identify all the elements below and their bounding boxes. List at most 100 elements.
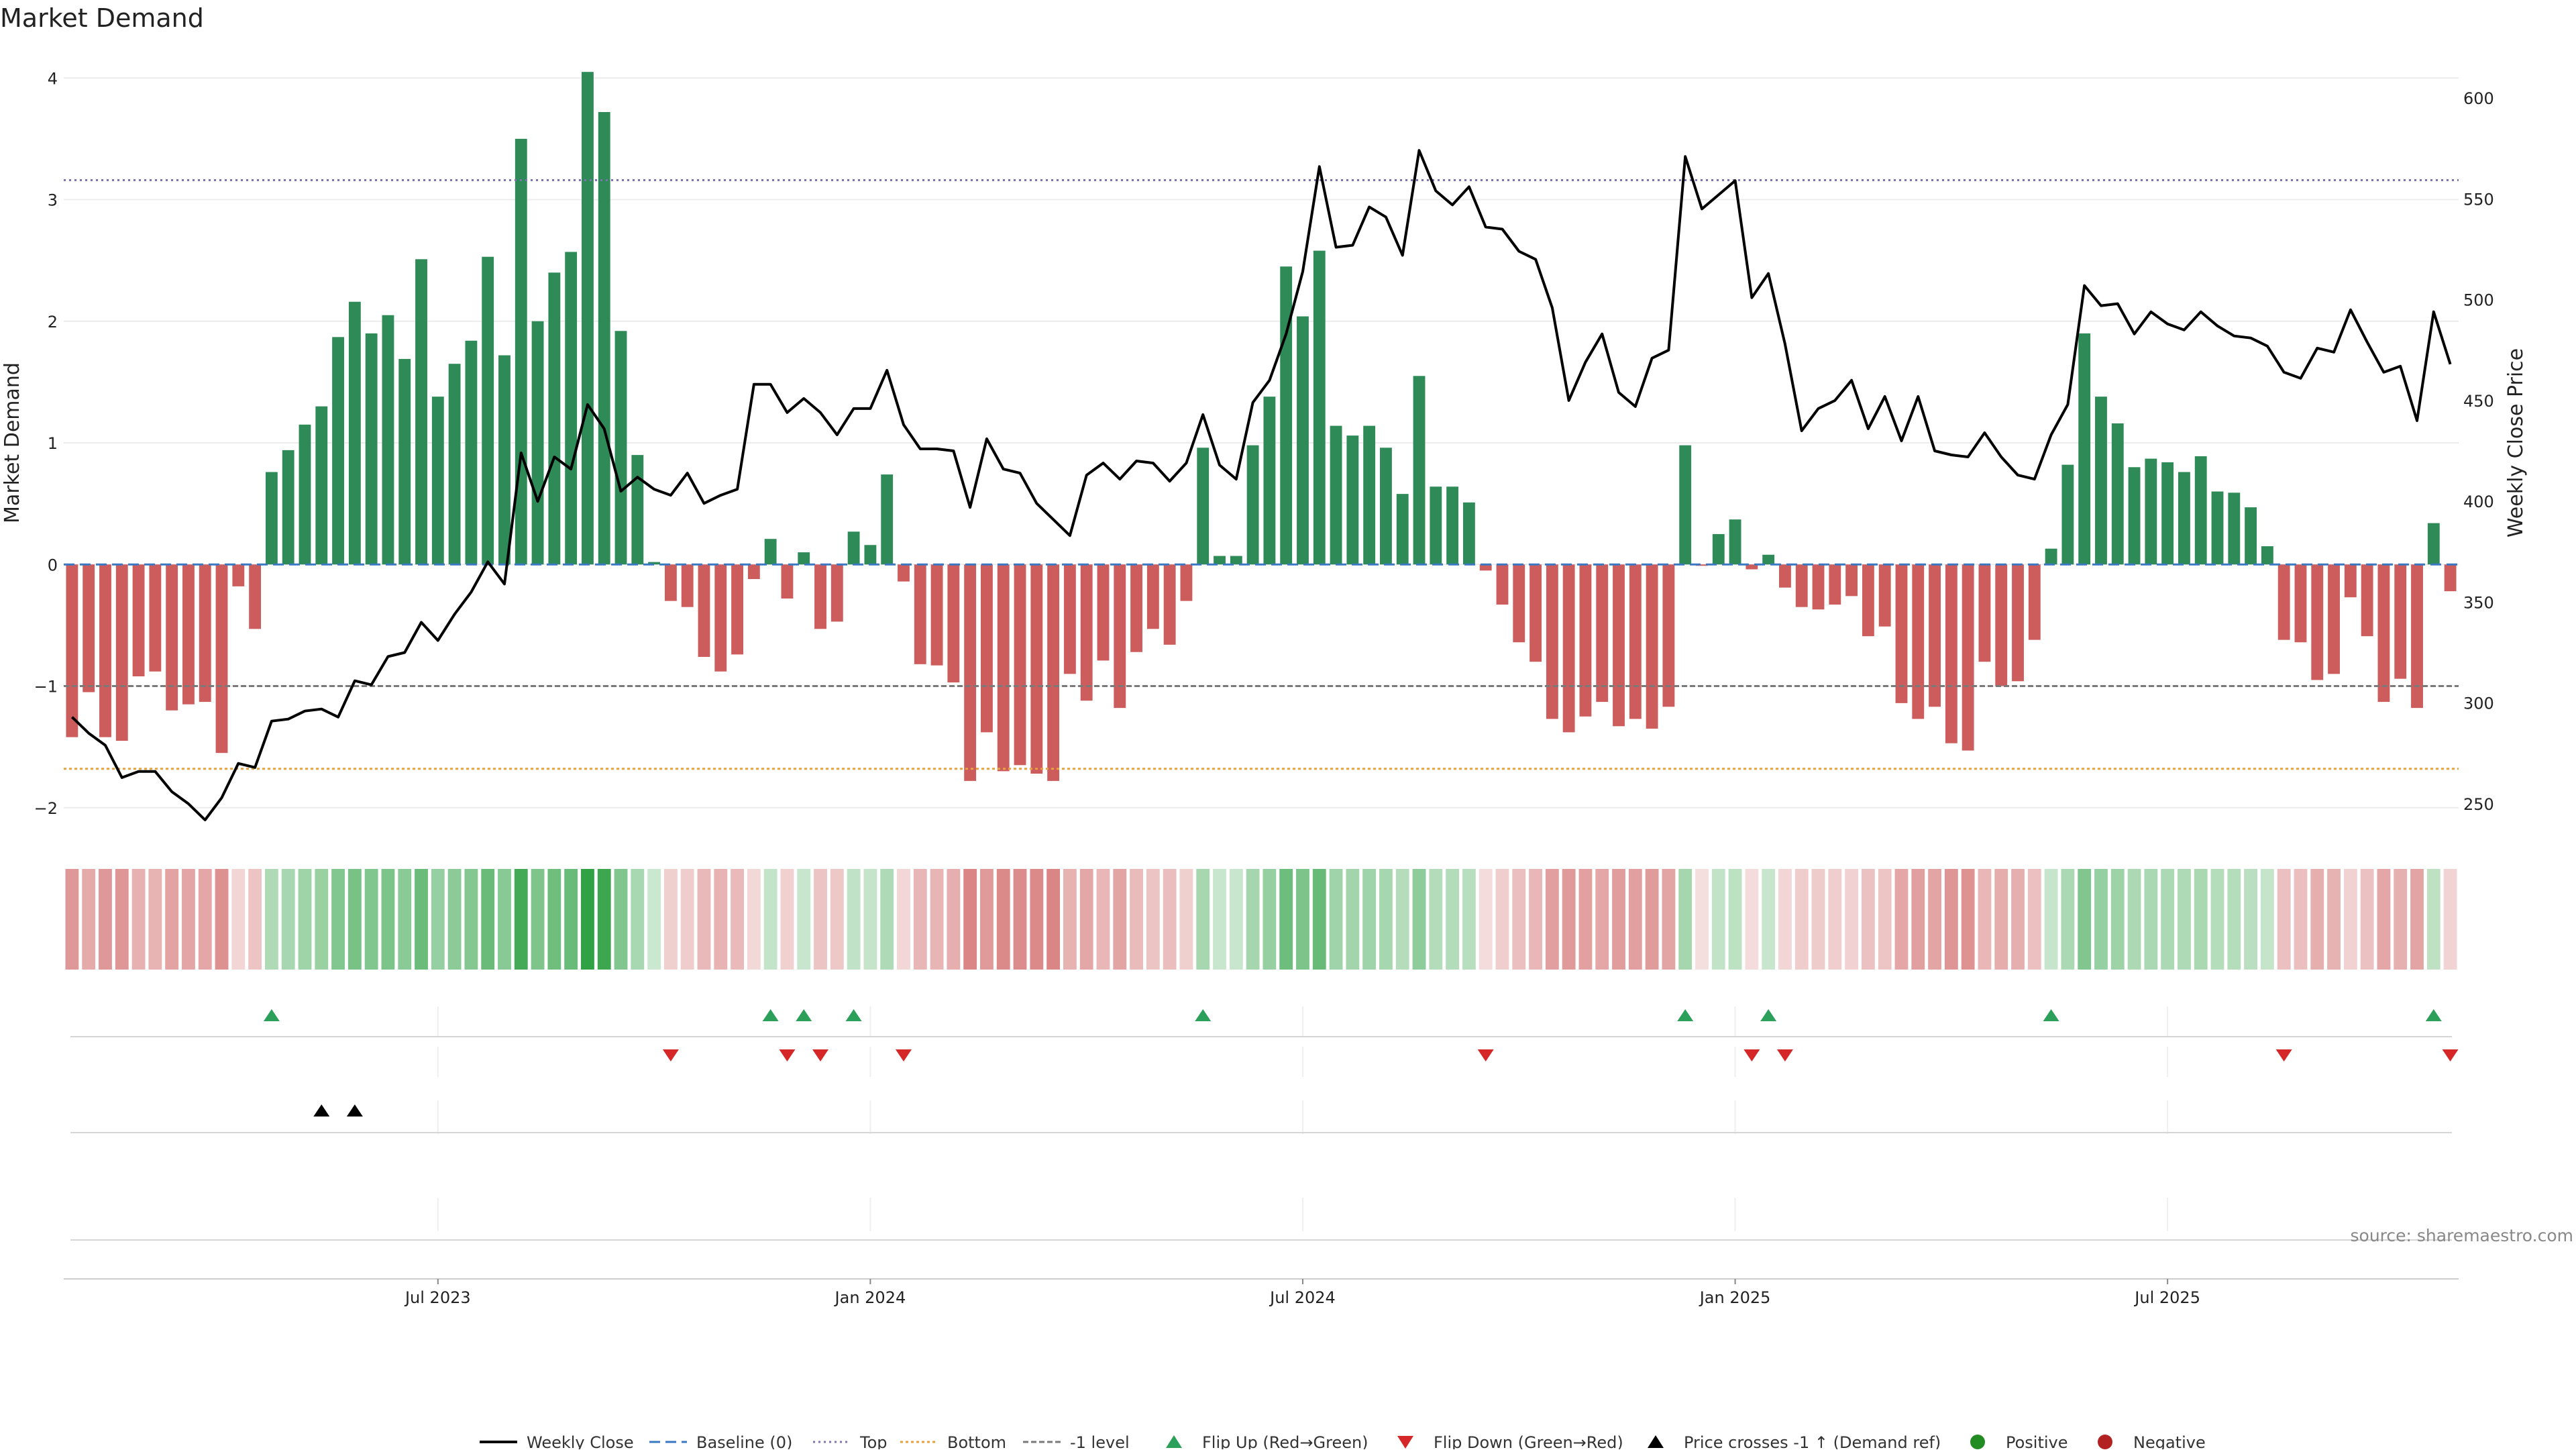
legend-label: Positive — [2006, 1433, 2068, 1449]
demand-bar — [2061, 464, 2074, 565]
heat-cell — [148, 869, 162, 970]
flip-down-marker — [2442, 1049, 2459, 1061]
heat-cell — [2061, 869, 2075, 970]
demand-bar — [981, 564, 993, 733]
price-cross-marker — [313, 1104, 330, 1117]
heat-cell — [1894, 869, 1909, 970]
heat-cell — [182, 869, 195, 970]
heat-cell — [614, 869, 628, 970]
heat-cell — [347, 869, 362, 970]
demand-bar — [448, 364, 461, 565]
legend-label: Weekly Close — [527, 1433, 634, 1449]
demand-bar — [1696, 564, 1708, 566]
y2-tick-label: 300 — [2463, 694, 2494, 713]
y2-tick-label: 500 — [2463, 291, 2494, 310]
heat-cell — [1861, 869, 1875, 970]
heat-cell — [2343, 869, 2357, 970]
heat-cell — [1013, 869, 1027, 970]
demand-bar — [548, 272, 561, 565]
price-line-layer — [71, 149, 2452, 821]
legend-item: Top — [813, 1433, 888, 1452]
legend-swatch-flip-down — [1397, 1436, 1413, 1449]
heat-cell — [1778, 869, 1792, 970]
demand-bar — [2145, 458, 2157, 565]
demand-bar — [814, 564, 826, 629]
demand-bar — [1246, 445, 1259, 565]
y2-axis-title: Weekly Close Price — [2504, 348, 2528, 537]
y2-tick-label: 550 — [2463, 190, 2494, 209]
heat-cell — [2394, 869, 2408, 970]
demand-bar — [681, 564, 694, 607]
demand-bar — [431, 397, 444, 565]
demand-bar — [365, 333, 378, 565]
demand-bar — [731, 564, 743, 655]
heat-cell — [663, 869, 678, 970]
heat-cell — [2260, 869, 2274, 970]
legend-label: Flip Down (Green→Red) — [1434, 1433, 1623, 1449]
demand-bar — [1712, 533, 1725, 565]
heat-cell — [82, 869, 96, 970]
demand-bar — [1762, 554, 1775, 565]
demand-bar — [2294, 564, 2307, 643]
heat-cell — [315, 869, 329, 970]
heat-cell — [980, 869, 994, 970]
demand-bar — [1629, 564, 1642, 719]
heat-cell — [215, 869, 229, 970]
demand-bar — [2178, 472, 2190, 565]
demand-bar — [1063, 564, 1076, 674]
demand-bar — [1845, 564, 1858, 597]
demand-bar — [1030, 564, 1043, 774]
demand-bar — [2411, 564, 2423, 709]
heat-cell — [2178, 869, 2191, 970]
demand-bar — [149, 564, 162, 672]
heat-cell — [1379, 869, 1393, 970]
demand-bar — [1280, 266, 1293, 565]
legend-item: Baseline (0) — [649, 1433, 792, 1452]
heat-cell — [1978, 869, 1992, 970]
heat-cell — [165, 869, 179, 970]
heat-cell — [198, 869, 212, 970]
heat-cell — [2210, 869, 2224, 970]
demand-bar — [664, 564, 677, 601]
heat-cell — [1113, 869, 1127, 970]
flip-up-marker — [845, 1009, 862, 1021]
legend-label: Flip Up (Red→Green) — [1202, 1433, 1368, 1449]
demand-bar — [1962, 564, 1974, 751]
heat-cell — [2377, 869, 2391, 970]
heat-cell — [1545, 869, 1559, 970]
demand-bar — [2211, 491, 2224, 565]
flip-down-marker — [662, 1049, 679, 1061]
source-label: source: sharemaestro.com — [2351, 1226, 2574, 1245]
heat-cell — [2277, 869, 2291, 970]
demand-bar — [2311, 564, 2324, 680]
heat-cell — [1612, 869, 1625, 970]
heat-cell — [115, 869, 129, 970]
demand-bar — [282, 450, 294, 565]
demand-bar — [1163, 564, 1176, 645]
demand-bar — [1380, 448, 1392, 565]
demand-bar — [515, 138, 527, 565]
y2-tick-label: 600 — [2463, 89, 2494, 108]
demand-bar — [1130, 564, 1142, 652]
heat-cell — [647, 869, 661, 970]
heat-cell — [131, 869, 146, 970]
demand-bar — [964, 564, 977, 781]
demand-bar — [1014, 564, 1026, 766]
demand-bar — [332, 337, 344, 565]
demand-bar — [1546, 564, 1558, 719]
heat-cell — [897, 869, 910, 970]
heat-cell — [2078, 869, 2092, 970]
demand-bar — [598, 112, 610, 565]
demand-bar — [1746, 564, 1758, 570]
legend-item: Price crosses -1 ↑ (Demand ref) — [1648, 1433, 1941, 1452]
legend-swatch-positive — [1970, 1435, 1985, 1449]
heat-cell — [830, 869, 844, 970]
demand-bar — [2277, 564, 2290, 640]
demand-bar — [1613, 564, 1625, 727]
demand-bar — [166, 564, 178, 711]
heat-cell — [65, 869, 79, 970]
demand-bar — [1662, 564, 1675, 707]
demand-bar — [631, 455, 644, 565]
flip-up-marker — [263, 1009, 280, 1021]
demand-bar — [498, 355, 511, 565]
